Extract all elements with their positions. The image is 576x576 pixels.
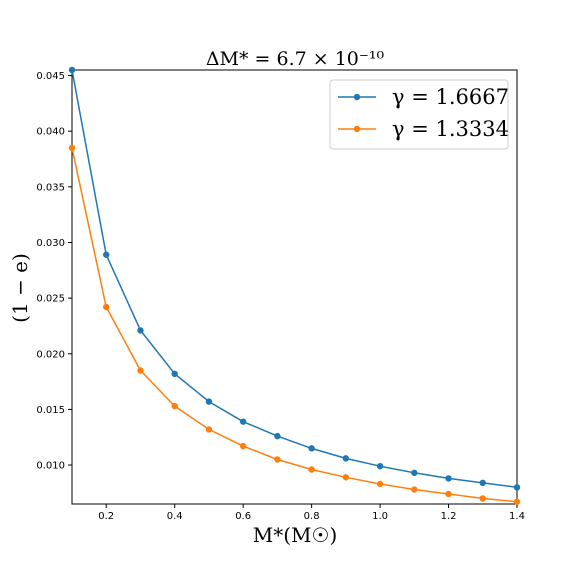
data-point xyxy=(308,466,315,473)
plot-frame xyxy=(71,69,518,505)
data-point xyxy=(171,370,178,377)
data-point xyxy=(274,456,281,463)
x-tick-label: 0.4 xyxy=(167,511,183,522)
data-point xyxy=(103,303,110,311)
y-tick-label: 0.020 xyxy=(36,349,65,360)
x-tick-label: 1.0 xyxy=(372,511,388,522)
data-point xyxy=(479,479,486,487)
series-line xyxy=(71,147,518,503)
data-point xyxy=(103,251,110,258)
x-tick-label: 0.2 xyxy=(98,511,114,522)
y-tick-label: 0.015 xyxy=(36,405,65,416)
data-point xyxy=(513,498,521,505)
data-point xyxy=(376,462,384,470)
legend-label: γ = 1.6667 xyxy=(392,85,509,109)
legend-swatch-marker xyxy=(353,125,361,133)
data-point xyxy=(137,367,144,374)
data-point xyxy=(376,480,384,488)
data-point xyxy=(239,442,247,450)
y-axis-label: (1 − e) xyxy=(8,253,32,323)
data-point xyxy=(205,398,213,405)
x-tick-label: 1.4 xyxy=(509,511,525,522)
data-point xyxy=(68,144,76,152)
y-tick-label: 0.040 xyxy=(36,127,65,138)
x-tick-label: 0.6 xyxy=(235,511,251,522)
series-layer xyxy=(68,66,521,505)
data-point xyxy=(274,432,281,440)
y-tick-label: 0.035 xyxy=(36,182,65,193)
data-point xyxy=(445,475,452,482)
data-point xyxy=(171,402,178,410)
series-line xyxy=(71,69,518,489)
y-tick-label: 0.030 xyxy=(36,238,65,249)
data-point xyxy=(479,495,486,502)
x-axis-label: M*(M☉) xyxy=(253,523,338,547)
data-point xyxy=(445,490,452,498)
chart-title: ΔM* = 6.7 × 10⁻¹⁰ xyxy=(206,48,385,70)
y-tick-label: 0.025 xyxy=(36,294,65,305)
data-point xyxy=(205,426,213,433)
y-tick-label: 0.045 xyxy=(36,71,65,82)
data-point xyxy=(68,66,76,74)
plot-area xyxy=(71,69,518,505)
data-point xyxy=(411,486,418,493)
legend: γ = 1.6667 γ = 1.3334 xyxy=(329,79,509,150)
data-point xyxy=(342,455,350,462)
legend-label: γ = 1.3334 xyxy=(392,117,509,141)
data-point xyxy=(411,469,418,477)
data-point xyxy=(308,445,315,452)
y-tick-label: 0.010 xyxy=(36,461,65,472)
x-axis: 0.2 0.4 0.6 0.8 1.0 1.2 1.4 xyxy=(98,504,525,522)
data-point xyxy=(342,474,350,481)
data-point xyxy=(137,327,144,334)
x-tick-label: 1.2 xyxy=(441,511,457,522)
data-point xyxy=(239,418,247,425)
legend-swatch-marker xyxy=(353,93,361,101)
y-axis: 0.010 0.015 0.020 0.025 0.030 0.035 0.040 0.045 xyxy=(36,71,72,472)
x-tick-label: 0.8 xyxy=(304,511,320,522)
data-point xyxy=(513,484,521,491)
